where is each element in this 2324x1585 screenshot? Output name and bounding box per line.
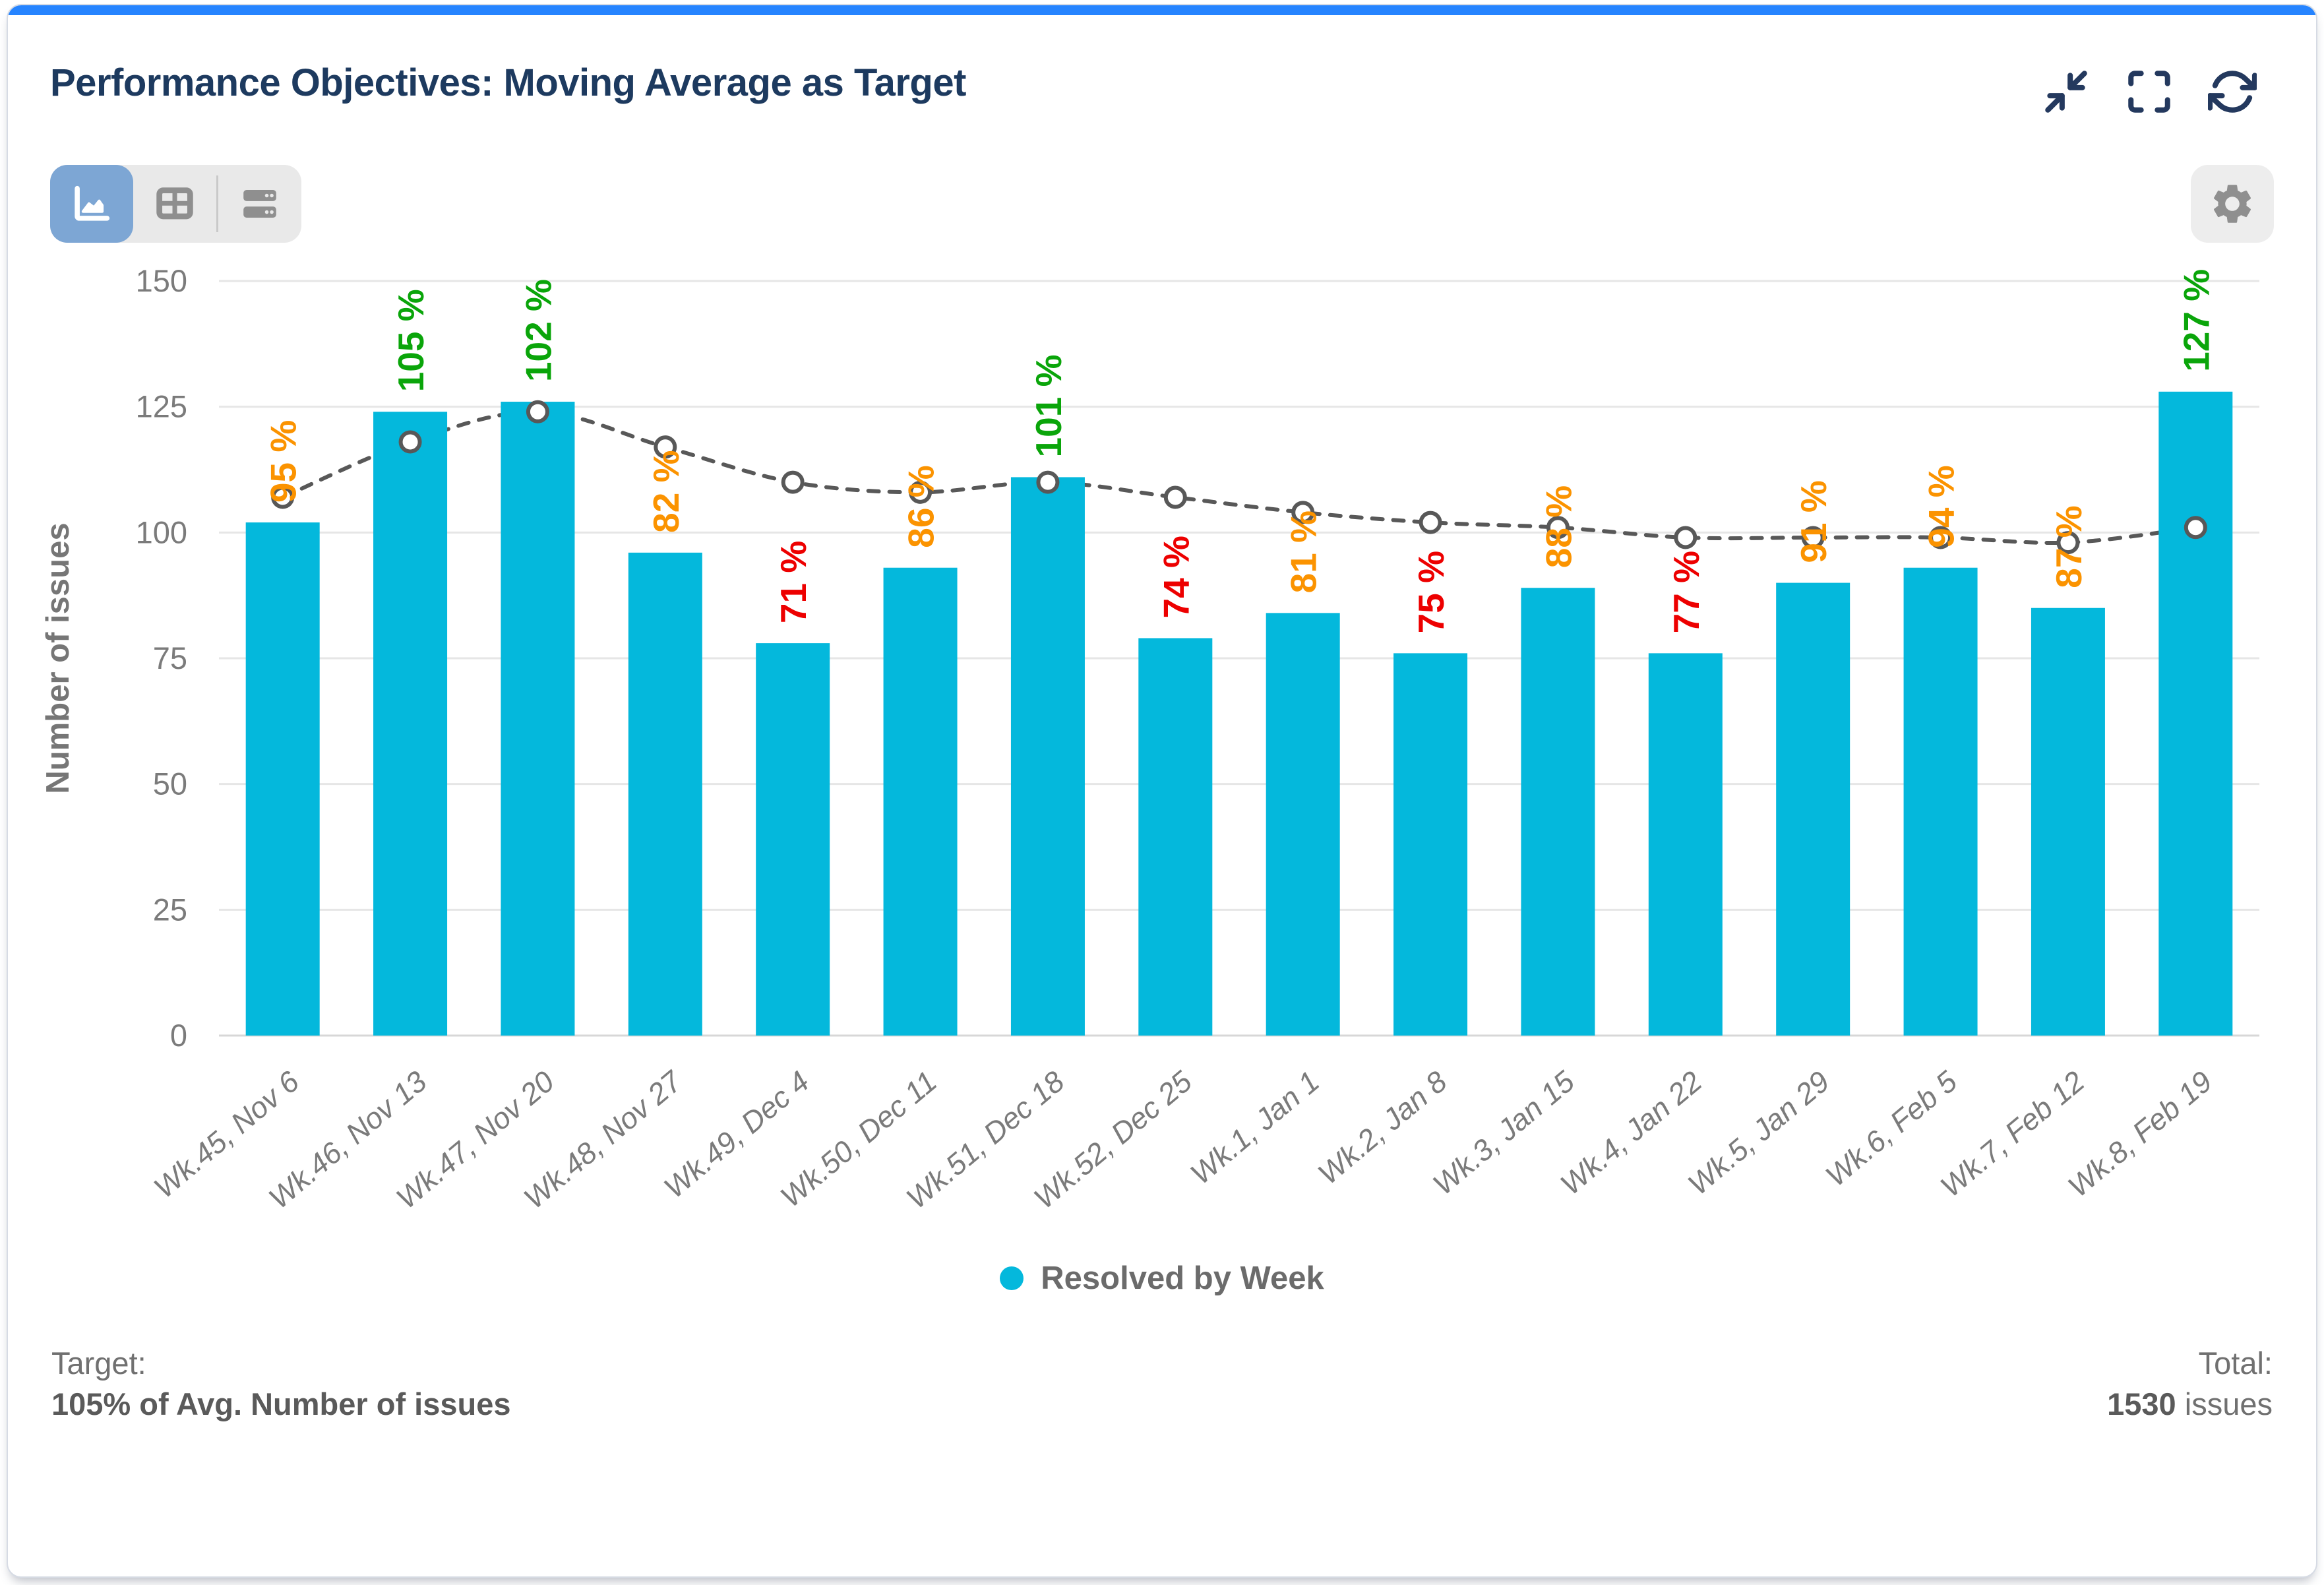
y-tick-label: 150 bbox=[136, 263, 187, 298]
percent-label: 91 % bbox=[1793, 480, 1834, 563]
moving-average-marker bbox=[1546, 516, 1570, 540]
bar[interactable] bbox=[1903, 567, 1978, 1036]
fullscreen-button[interactable] bbox=[2124, 66, 2175, 117]
bar[interactable] bbox=[628, 552, 702, 1036]
percent-label: 95 % bbox=[263, 420, 304, 503]
y-tick-label: 25 bbox=[153, 892, 187, 927]
moving-average-marker bbox=[1801, 526, 1825, 549]
bar[interactable] bbox=[1266, 613, 1340, 1036]
table-view-button[interactable] bbox=[133, 165, 216, 243]
target-info: Target: 105% of Avg. Number of issues bbox=[51, 1343, 511, 1425]
refresh-button[interactable] bbox=[2207, 66, 2258, 117]
bar[interactable] bbox=[1393, 653, 1468, 1036]
moving-average-line bbox=[280, 410, 2198, 545]
toolbar-divider bbox=[216, 175, 218, 232]
moving-average-marker bbox=[398, 430, 422, 454]
gear-icon bbox=[2213, 185, 2251, 223]
fullscreen-icon bbox=[2128, 71, 2170, 113]
x-tick-label: Wk.5, Jan 29 bbox=[1682, 1065, 1836, 1202]
total-info: Total: 1530 issues bbox=[2107, 1343, 2273, 1425]
percent-label: 105 % bbox=[390, 289, 431, 392]
percent-label: 75 % bbox=[1411, 551, 1452, 633]
percent-label: 81 % bbox=[1283, 511, 1324, 593]
legend-marker bbox=[1000, 1266, 1024, 1290]
area-chart-icon bbox=[75, 185, 110, 221]
percent-label: 127 % bbox=[2176, 269, 2217, 372]
bar[interactable] bbox=[1648, 653, 1723, 1036]
percent-label: 88 % bbox=[1538, 485, 1579, 568]
target-value: 105% of Avg. Number of issues bbox=[51, 1386, 511, 1422]
bar[interactable] bbox=[1521, 588, 1595, 1036]
x-tick-label: Wk.1, Jan 1 bbox=[1184, 1065, 1326, 1191]
moving-average-marker bbox=[2056, 531, 2080, 555]
bar[interactable] bbox=[1776, 582, 1850, 1036]
percent-label: 71 % bbox=[773, 541, 814, 623]
collapse-button[interactable] bbox=[2040, 66, 2092, 117]
bar[interactable] bbox=[501, 402, 575, 1036]
bar[interactable] bbox=[1138, 638, 1213, 1036]
moving-average-marker bbox=[1929, 526, 1953, 549]
y-tick-label: 100 bbox=[136, 514, 187, 549]
gadget-accent-bar bbox=[8, 5, 2316, 15]
gadget-toolbar bbox=[50, 165, 2274, 244]
collapse-icon bbox=[2045, 71, 2087, 113]
bar[interactable] bbox=[883, 567, 958, 1036]
chart-area: 0 25 50 75 100 125 150 Number of issues 95 % 105 … bbox=[28, 253, 2296, 1269]
percent-label: 101 % bbox=[1028, 354, 1069, 457]
view-switcher bbox=[50, 165, 301, 243]
table-icon bbox=[156, 187, 193, 220]
bar[interactable] bbox=[2158, 391, 2233, 1036]
bar[interactable] bbox=[2031, 607, 2105, 1036]
bar[interactable] bbox=[756, 643, 830, 1036]
percent-label: 74 % bbox=[1155, 536, 1196, 618]
performance-objectives-gadget: Performance Objectives: Moving Average a… bbox=[7, 4, 2317, 1578]
total-value: 1530 bbox=[2107, 1386, 2176, 1422]
refresh-icon bbox=[2208, 71, 2257, 113]
y-tick-label: 0 bbox=[170, 1018, 187, 1053]
y-tick-label: 75 bbox=[153, 640, 187, 675]
chart-view-button[interactable] bbox=[50, 165, 133, 243]
gadget-title: Performance Objectives: Moving Average a… bbox=[50, 61, 966, 104]
rows-icon bbox=[243, 190, 276, 218]
percent-label: 82 % bbox=[646, 450, 687, 532]
total-label: Total: bbox=[2198, 1346, 2273, 1381]
total-unit: issues bbox=[2184, 1386, 2273, 1422]
target-label: Target: bbox=[51, 1346, 146, 1381]
moving-average-marker bbox=[526, 400, 549, 423]
y-axis-title: Number of issues bbox=[40, 522, 76, 793]
moving-average-marker bbox=[1036, 470, 1060, 494]
moving-average-marker bbox=[2184, 516, 2207, 540]
bar[interactable] bbox=[373, 412, 448, 1036]
moving-average-marker bbox=[909, 480, 933, 504]
percent-label: 86 % bbox=[901, 465, 942, 547]
bar[interactable] bbox=[1010, 477, 1085, 1036]
bar[interactable] bbox=[245, 522, 320, 1036]
moving-average-marker bbox=[1419, 511, 1442, 534]
performance-chart: 0 25 50 75 100 125 150 Number of issues 95 % 105 … bbox=[40, 263, 2259, 1215]
y-tick-label: 125 bbox=[136, 389, 187, 424]
percent-label: 87 % bbox=[2048, 505, 2089, 588]
gadget-header-actions bbox=[2040, 66, 2258, 117]
moving-average-marker bbox=[1674, 526, 1697, 549]
moving-average-marker bbox=[781, 470, 805, 494]
percent-label: 102 % bbox=[518, 279, 559, 382]
percent-label: 77 % bbox=[1666, 551, 1707, 633]
y-tick-label: 50 bbox=[153, 766, 187, 801]
moving-average-marker bbox=[271, 485, 295, 509]
percent-label: 94 % bbox=[1921, 465, 1962, 547]
list-view-button[interactable] bbox=[218, 165, 301, 243]
legend-label: Resolved by Week bbox=[1041, 1260, 1324, 1296]
moving-average-marker bbox=[1291, 501, 1315, 524]
settings-button[interactable] bbox=[2191, 165, 2274, 243]
chart-legend[interactable]: Resolved by Week bbox=[8, 1260, 2316, 1297]
moving-average-marker bbox=[654, 435, 677, 459]
moving-average-marker bbox=[1163, 485, 1187, 509]
